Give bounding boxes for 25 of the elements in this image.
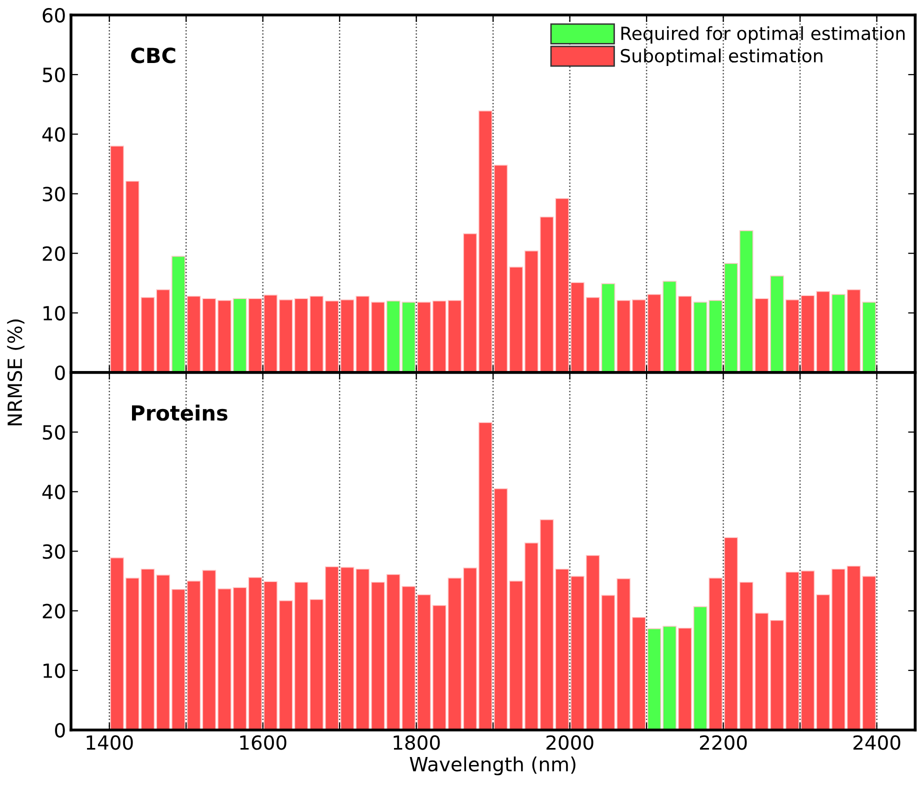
y-tick-label: 0 — [55, 365, 65, 380]
y-tick-label: 20 — [42, 604, 65, 618]
x-tick-label: 1800 — [394, 735, 440, 750]
y-tick-label: 20 — [42, 246, 65, 261]
y-tick-label: 30 — [42, 544, 65, 559]
legend-label: Required for optimal estimation — [621, 26, 905, 44]
y-tick-label: 40 — [42, 127, 65, 142]
x-tick-label: 1400 — [86, 735, 133, 750]
y-tick-label: 50 — [42, 68, 65, 82]
y-tick-label: 50 — [42, 425, 65, 440]
x-tick-label: 2200 — [700, 735, 747, 750]
text: Proteins — [132, 404, 228, 421]
y-tick-label: 10 — [44, 663, 65, 678]
legend-label: Suboptimal estimation — [620, 48, 822, 66]
y-tick-label: 60 — [42, 8, 65, 23]
x-tick-label: 2400 — [853, 735, 900, 750]
x-tick-label: 2000 — [546, 735, 594, 750]
y-tick-label: 0 — [55, 722, 65, 738]
y-tick-label: 40 — [42, 484, 65, 500]
x-axis-title: Wavelength (nm) — [410, 756, 576, 776]
x-tick-label: 1600 — [240, 735, 286, 750]
y-axis-title: NRMSE (%) — [7, 320, 24, 426]
y-tick-label: 10 — [44, 306, 65, 321]
y-tick-label: 30 — [42, 186, 65, 202]
text: CBC — [131, 48, 176, 64]
